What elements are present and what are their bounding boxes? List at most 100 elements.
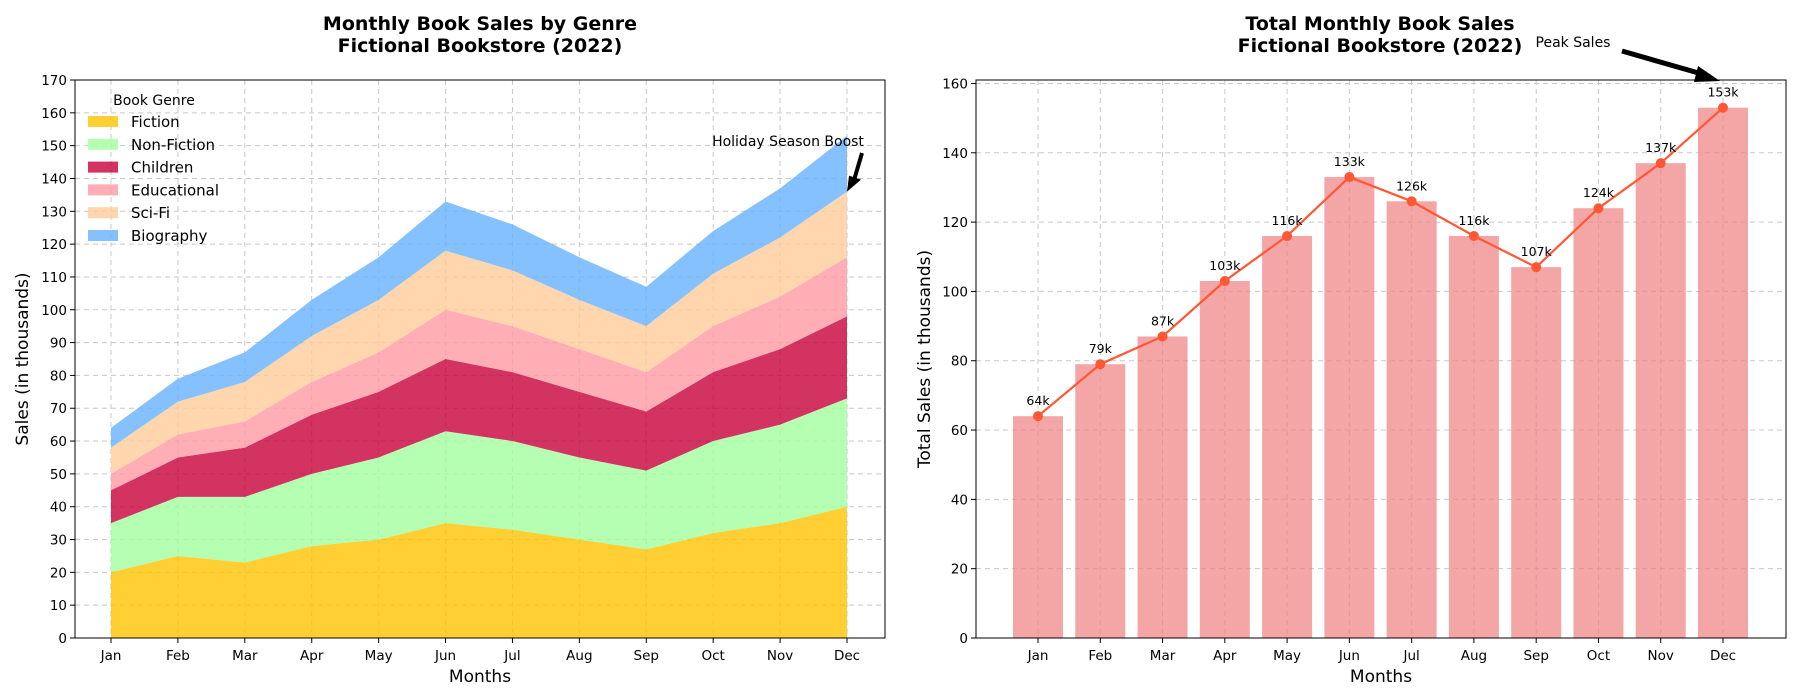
x-tick-label: Feb [1088, 648, 1112, 664]
legend-swatch [88, 138, 118, 150]
y-tick-label: 40 [951, 492, 968, 508]
area-chart: 0 10 20 30 40 50 60 70 80 90 100 110 120 130 140 150 160… [13, 13, 886, 687]
y-tick-label: 160 [942, 76, 968, 92]
legend-swatch [88, 161, 118, 173]
trend-point [1531, 262, 1542, 273]
data-label: 87k [1151, 313, 1175, 328]
legend-swatch [88, 116, 118, 127]
y-tick-label: 170 [41, 73, 67, 89]
trend-point [1468, 230, 1479, 241]
bar-chart: 64k 79k 87k 103k 116k 133k 126k 116k 107k 124k 137… [915, 13, 1787, 687]
trend-point [1593, 203, 1604, 214]
y-tick-label: 30 [50, 533, 67, 549]
x-tick-label: Apr [1213, 648, 1237, 664]
legend-label: Educational [131, 181, 219, 199]
data-label: 116k [1272, 213, 1304, 228]
data-label: 124k [1583, 185, 1615, 200]
y-tick-label: 0 [959, 631, 968, 647]
bar-mar [1137, 336, 1188, 638]
y-tick-label: 140 [942, 146, 968, 162]
x-tick-label: Oct [702, 648, 725, 664]
y-tick-label: 150 [41, 139, 67, 155]
area-series-non-fiction [111, 398, 847, 573]
y-tick-label: 90 [50, 336, 67, 352]
x-tick-label: Apr [300, 648, 324, 664]
data-label: 137k [1645, 140, 1677, 155]
area-series-children [111, 316, 847, 524]
x-tick-label: Oct [1587, 648, 1610, 664]
data-label: 153k [1707, 85, 1739, 100]
legend-label: Fiction [131, 113, 180, 131]
bar-aug [1448, 235, 1499, 638]
chart-title: Fictional Bookstore (2022) [1238, 35, 1523, 57]
y-tick-label: 70 [50, 401, 67, 417]
x-tick-label: Jul [503, 648, 520, 664]
y-tick-label: 40 [50, 500, 67, 516]
x-tick-label: Jan [1027, 648, 1049, 664]
x-tick-label: Aug [566, 648, 592, 664]
legend-label: Non-Fiction [131, 136, 215, 154]
x-tick-label: Jul [1402, 648, 1419, 664]
x-tick-label: Dec [834, 648, 860, 664]
data-label: 103k [1209, 258, 1241, 273]
legend-title: Book Genre [113, 93, 195, 109]
chart-title: Fictional Bookstore (2022) [338, 35, 623, 57]
bar-nov [1635, 163, 1686, 639]
x-axis-label: Months [449, 667, 511, 687]
bar-jan [1013, 416, 1063, 638]
x-tick-label: Jan [100, 648, 122, 664]
trend-line [1037, 106, 1724, 418]
x-tick-label: Dec [1710, 648, 1736, 664]
trend-point [1406, 196, 1417, 207]
x-tick-label: Sep [634, 648, 659, 664]
y-tick-label: 20 [50, 565, 67, 581]
area-series-sci-fi [111, 191, 847, 474]
trend-point [1344, 172, 1355, 183]
legend-label: Children [131, 159, 193, 177]
data-label: 126k [1396, 178, 1428, 193]
chart-title: Total Monthly Book Sales [1245, 13, 1514, 35]
area-series-fiction [111, 506, 847, 638]
trend-point [1219, 276, 1230, 287]
y-tick-label: 140 [41, 171, 67, 187]
trend-point [1282, 230, 1293, 241]
bar-oct [1573, 208, 1624, 638]
y-tick-label: 0 [58, 631, 67, 647]
bar-apr [1199, 281, 1250, 638]
bar-may [1262, 235, 1313, 638]
annotation-text: Peak Sales [1536, 35, 1611, 51]
x-tick-label: Aug [1461, 648, 1487, 664]
y-tick-label: 110 [41, 270, 67, 286]
legend-swatch [88, 230, 118, 241]
legend-label: Sci-Fi [131, 204, 170, 222]
bar-feb [1075, 364, 1126, 638]
annotation-arrow [1621, 48, 1703, 77]
x-tick-label: Jun [1338, 648, 1360, 664]
x-axis-label: Months [1350, 667, 1412, 687]
y-tick-label: 60 [50, 434, 67, 450]
bar-jun [1324, 177, 1375, 639]
bar-jul [1386, 201, 1437, 638]
data-label: 133k [1334, 154, 1366, 169]
annotation-arrowhead [847, 175, 861, 192]
x-tick-label: Mar [1150, 648, 1176, 664]
bar-dec [1698, 107, 1748, 639]
y-tick-label: 160 [41, 106, 67, 122]
y-tick-label: 120 [41, 237, 67, 253]
y-axis-label: Total Sales (in thousands) [915, 250, 935, 469]
x-tick-label: Nov [767, 648, 793, 664]
x-tick-label: May [365, 648, 393, 664]
x-tick-label: Sep [1523, 648, 1548, 664]
data-label: 116k [1458, 213, 1490, 228]
plot-frame [975, 79, 1787, 639]
data-label: 64k [1026, 393, 1050, 408]
legend-swatch [88, 184, 118, 196]
y-tick-label: 50 [50, 467, 67, 483]
annotation-text: Holiday Season Boost [712, 134, 864, 150]
data-label: 107k [1521, 244, 1553, 259]
plot-frame [74, 79, 886, 639]
y-tick-label: 10 [50, 598, 67, 614]
legend: Book Genre Fiction Non-Fiction Children Educ… [88, 93, 219, 245]
y-axis-label: Sales (in thousands) [13, 272, 33, 445]
